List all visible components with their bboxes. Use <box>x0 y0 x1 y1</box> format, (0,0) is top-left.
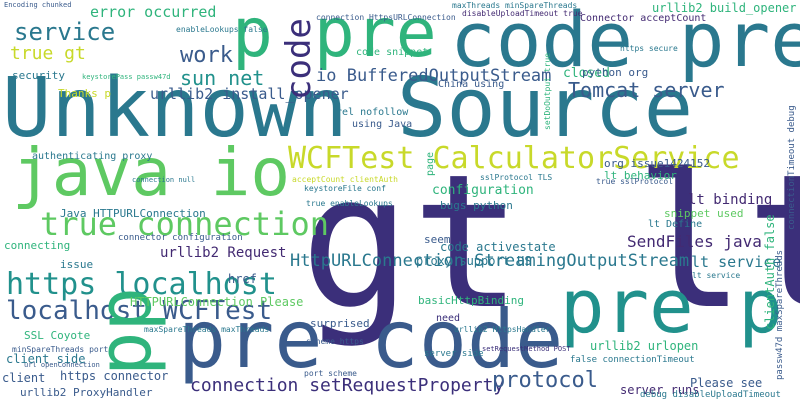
word: code pre <box>450 0 800 84</box>
word: acceptCount clientAuth <box>292 175 398 184</box>
word: setDoOutput true <box>543 52 552 130</box>
word: protocol <box>492 368 598 393</box>
word: code activestate <box>440 240 556 254</box>
word: sslProtocol TLS <box>480 173 553 182</box>
word: true gt <box>10 43 86 64</box>
word: maxThreads minSpareThreads <box>452 1 578 10</box>
word: client <box>2 371 46 385</box>
word: passw47d maxSpareThreads <box>775 249 785 380</box>
word: false connectionTimeout <box>570 355 695 365</box>
word: urllib2 build_opener <box>652 1 797 15</box>
word: code snippet <box>356 47 429 58</box>
word: Thanks p <box>58 87 111 100</box>
word: connection null <box>132 176 196 184</box>
word: HttpURLConnection StreamingOutputStream <box>290 251 690 271</box>
word: connectionTimeout debug <box>787 105 797 230</box>
word: urllib2 urlopen <box>590 339 699 353</box>
word: io BufferedOutputStream <box>316 66 552 86</box>
word: maxSpareThreads maxThreads <box>144 325 270 334</box>
word: service <box>14 18 116 46</box>
word: configuration <box>432 183 534 198</box>
word: localhost WCFTest <box>6 296 273 326</box>
word: lt service <box>692 271 741 280</box>
word: need <box>436 313 461 324</box>
word: p pre <box>232 0 437 73</box>
word: urllib2 HttpsHandler <box>454 325 551 334</box>
word: lt behavior <box>604 169 677 182</box>
word: urllib2 install_opener <box>150 85 349 103</box>
word: https localhost <box>6 267 277 302</box>
word: keystoreFile conf <box>304 184 386 193</box>
word: seem <box>424 233 451 246</box>
word: https secure <box>620 44 678 53</box>
word: server runs <box>620 383 700 397</box>
word: href <box>228 272 257 286</box>
word: using Java <box>352 119 413 130</box>
word: HTTPURLConnection Please <box>130 295 304 309</box>
word: proxy support US <box>416 254 532 268</box>
word: Connector acceptCount <box>580 13 707 24</box>
word: true connection <box>40 205 329 243</box>
word: Java HTTPURLConnection <box>60 207 206 220</box>
word: disableUploadTimeout true <box>462 9 583 18</box>
word: lt service <box>691 253 782 271</box>
word: Unknown Source <box>2 61 694 156</box>
word: pre code <box>178 293 564 386</box>
word: authenticating proxy <box>32 151 153 162</box>
word: port scheme <box>304 369 357 378</box>
word: work <box>180 43 233 68</box>
word: debug disableUploadTimeout <box>640 390 781 400</box>
word: urllib2 ProxyHandler <box>20 386 153 399</box>
word: client side <box>6 352 86 366</box>
word: security <box>12 69 65 82</box>
word: lt binding <box>688 192 773 208</box>
word: setRequestMethod POST <box>482 345 571 353</box>
word: connection HttpsURLConnection <box>316 13 456 22</box>
word: connection setRequestProperty <box>190 375 505 396</box>
word: java io <box>12 134 291 211</box>
word: page <box>425 151 436 176</box>
word: minSpareThreads port <box>12 345 109 354</box>
word: Please see <box>690 376 763 390</box>
word: urllib2 Request <box>160 245 287 261</box>
word: issue <box>60 258 94 271</box>
word: SendFiles java <box>627 232 762 251</box>
word: bugs python <box>440 199 513 212</box>
word: sun net <box>180 66 265 90</box>
word: https connector <box>60 369 169 383</box>
word: scheme https <box>306 337 364 346</box>
word: gt lt <box>300 134 800 350</box>
word: lt Define <box>648 219 703 230</box>
word: enableLookups false <box>176 25 268 34</box>
word: snippet used <box>664 207 744 220</box>
word: keystorePass passw47d <box>82 73 171 81</box>
word: closed <box>563 66 610 81</box>
word: surprised <box>310 317 370 330</box>
word: url openConnection <box>24 361 100 369</box>
word: WCFTest CalculatorService <box>288 141 740 176</box>
word: pre p <box>560 264 783 350</box>
word: Tomcat server <box>568 78 725 102</box>
word: true enableLookups <box>306 199 393 208</box>
word: connecting <box>4 239 71 252</box>
word: server side <box>424 349 484 359</box>
word: China using <box>438 79 505 90</box>
word: Encoding chunked <box>4 1 72 9</box>
word: true sslProtocol <box>596 177 674 186</box>
word: basicHttpBinding <box>418 294 524 307</box>
word: rel nofollow <box>336 107 409 118</box>
word: error occurred <box>90 3 217 21</box>
word: connector configuration <box>118 233 243 243</box>
word: python org <box>582 66 649 79</box>
word: code <box>279 18 319 100</box>
word: org issue1424152 <box>604 157 710 170</box>
word: SSL Coyote <box>24 329 91 342</box>
